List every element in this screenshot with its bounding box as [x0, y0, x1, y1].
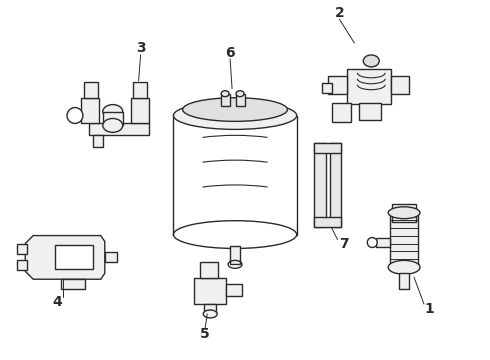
Ellipse shape: [203, 310, 217, 318]
Bar: [105, 252, 117, 262]
Bar: [131, 98, 148, 123]
Ellipse shape: [103, 118, 122, 132]
Bar: [376, 238, 390, 247]
Bar: [103, 112, 122, 125]
Bar: [17, 244, 27, 255]
Bar: [133, 82, 147, 98]
Bar: [195, 278, 226, 304]
Bar: [347, 69, 391, 104]
Bar: [391, 76, 409, 94]
Bar: [226, 284, 242, 296]
Bar: [314, 143, 342, 153]
Bar: [93, 135, 103, 147]
Bar: [390, 213, 418, 267]
Ellipse shape: [388, 207, 420, 219]
Ellipse shape: [368, 238, 377, 247]
Bar: [399, 273, 409, 289]
Ellipse shape: [236, 91, 244, 96]
Bar: [236, 94, 245, 105]
Bar: [332, 103, 351, 122]
Bar: [89, 123, 148, 135]
Text: 6: 6: [225, 46, 235, 60]
Bar: [321, 83, 332, 93]
Bar: [314, 217, 342, 227]
Bar: [314, 143, 325, 227]
Text: 5: 5: [200, 327, 210, 341]
Bar: [61, 279, 85, 289]
Text: 3: 3: [136, 41, 146, 55]
Bar: [84, 82, 98, 98]
Bar: [230, 247, 240, 264]
Text: 7: 7: [340, 238, 349, 252]
Bar: [329, 143, 342, 227]
Ellipse shape: [173, 102, 297, 129]
Bar: [221, 94, 230, 105]
Ellipse shape: [103, 105, 122, 118]
Bar: [204, 304, 216, 314]
Ellipse shape: [67, 108, 83, 123]
Bar: [327, 76, 347, 94]
Bar: [359, 103, 381, 121]
Bar: [81, 98, 99, 123]
Ellipse shape: [388, 260, 420, 274]
Ellipse shape: [183, 98, 288, 121]
Bar: [55, 246, 93, 269]
Bar: [392, 204, 416, 222]
Ellipse shape: [363, 55, 379, 67]
Bar: [17, 260, 27, 270]
Text: 2: 2: [335, 6, 344, 20]
Ellipse shape: [221, 91, 229, 96]
Text: 1: 1: [424, 302, 434, 316]
Polygon shape: [25, 235, 105, 279]
Text: 4: 4: [52, 295, 62, 309]
Bar: [200, 262, 218, 278]
